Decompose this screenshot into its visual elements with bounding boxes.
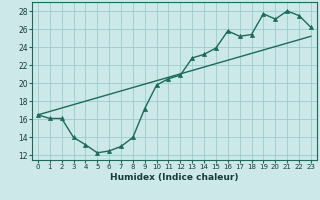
X-axis label: Humidex (Indice chaleur): Humidex (Indice chaleur)	[110, 173, 239, 182]
